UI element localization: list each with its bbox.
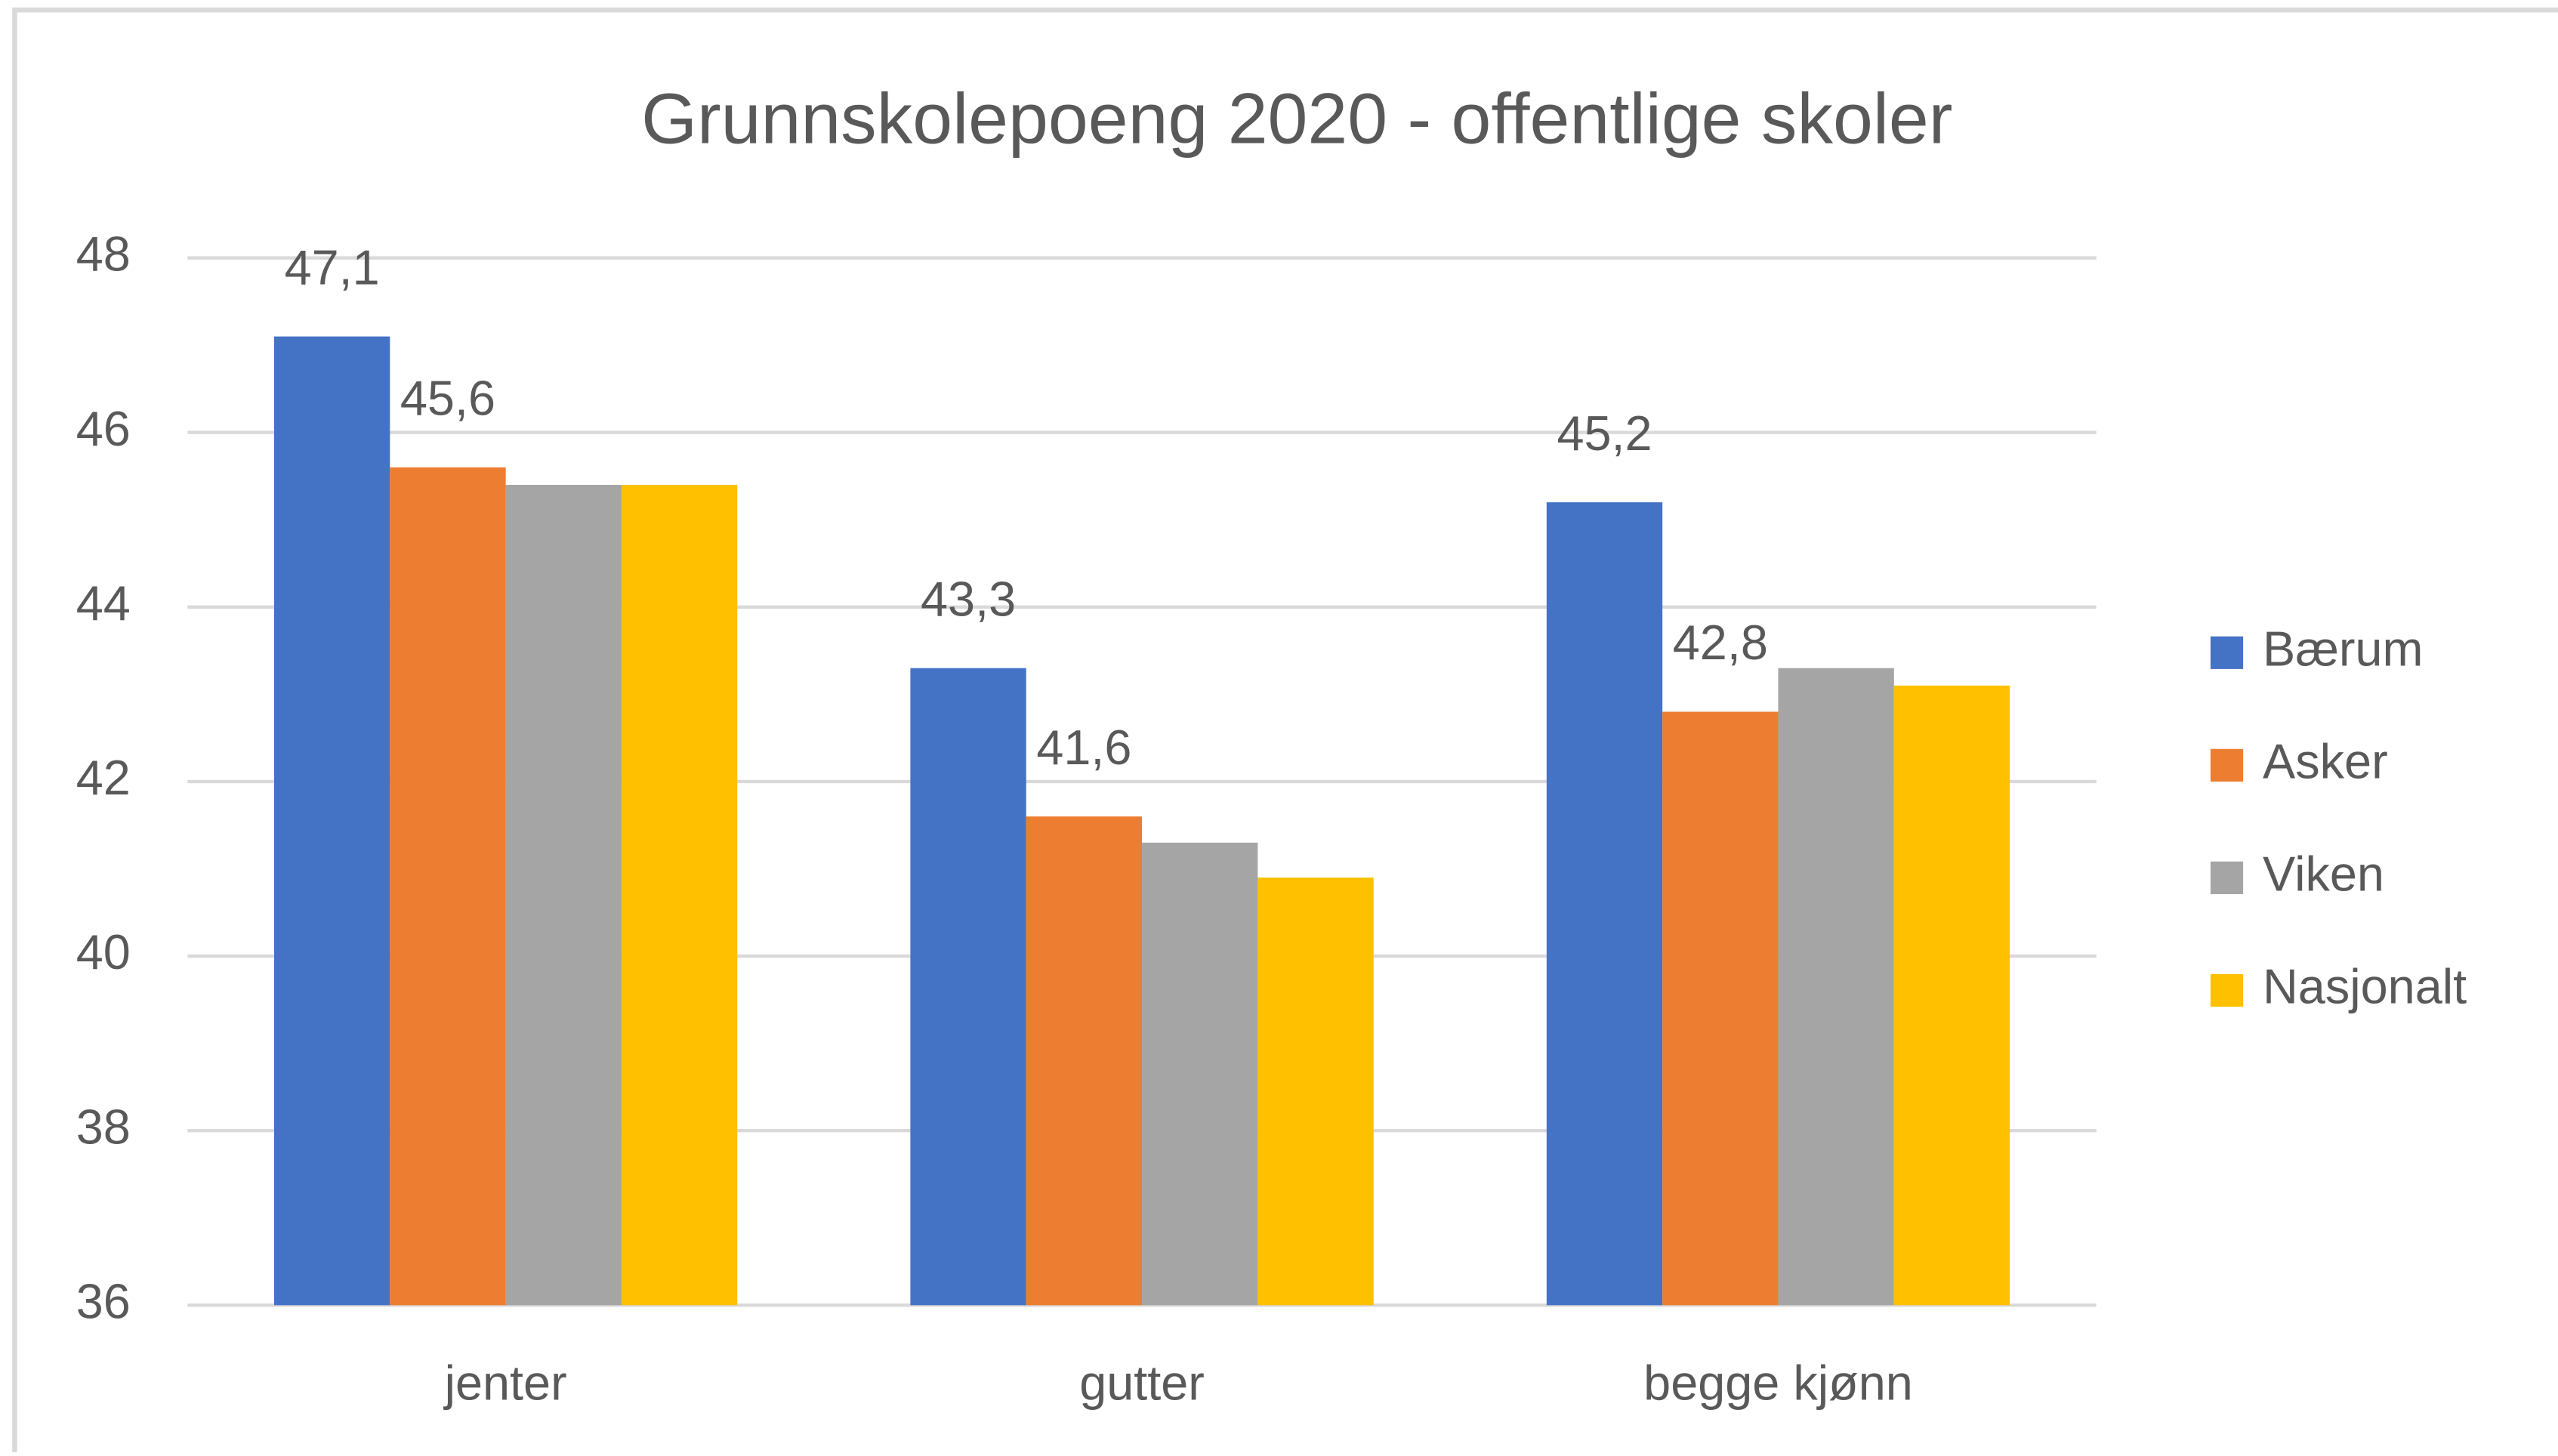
data-label: 41,6 (1036, 720, 1131, 775)
y-tick-label: 44 (76, 575, 131, 631)
bar (1778, 668, 1894, 1306)
bar (1142, 842, 1258, 1306)
y-tick-label: 48 (76, 227, 131, 282)
y-tick-label: 38 (76, 1099, 131, 1154)
x-tick-label: gutter (1079, 1355, 1205, 1410)
legend-label: Asker (2263, 733, 2388, 788)
legend-label: Viken (2263, 847, 2384, 902)
data-label: 42,8 (1673, 615, 1768, 670)
legend-swatch (2210, 861, 2244, 894)
y-tick-label: 42 (76, 750, 131, 805)
y-tick-label: 40 (76, 924, 131, 979)
bar (1662, 711, 1779, 1306)
chart-title: Grunnskolepoeng 2020 - offentlige skoler (641, 79, 1952, 159)
bar (910, 668, 1026, 1306)
legend-label: Nasjonalt (2263, 959, 2467, 1014)
legend-swatch (2210, 636, 2244, 669)
data-label: 45,2 (1557, 406, 1652, 461)
bar (505, 485, 622, 1306)
bar (390, 467, 506, 1306)
bar (1546, 502, 1663, 1306)
bar (273, 336, 390, 1306)
x-tick-label: jenter (443, 1355, 567, 1410)
bar (621, 485, 738, 1306)
legend-swatch (2210, 973, 2244, 1007)
bar (1893, 685, 2010, 1306)
legend-label: Bærum (2263, 621, 2423, 676)
y-tick-label: 36 (76, 1273, 131, 1328)
data-label: 47,1 (285, 239, 380, 295)
x-tick-label: begge kjønn (1643, 1355, 1913, 1410)
bar (1026, 816, 1143, 1306)
y-tick-label: 46 (76, 401, 131, 456)
legend-swatch (2210, 748, 2244, 782)
data-label: 43,3 (921, 571, 1016, 626)
bar (1257, 878, 1374, 1306)
data-label: 45,6 (400, 371, 495, 426)
